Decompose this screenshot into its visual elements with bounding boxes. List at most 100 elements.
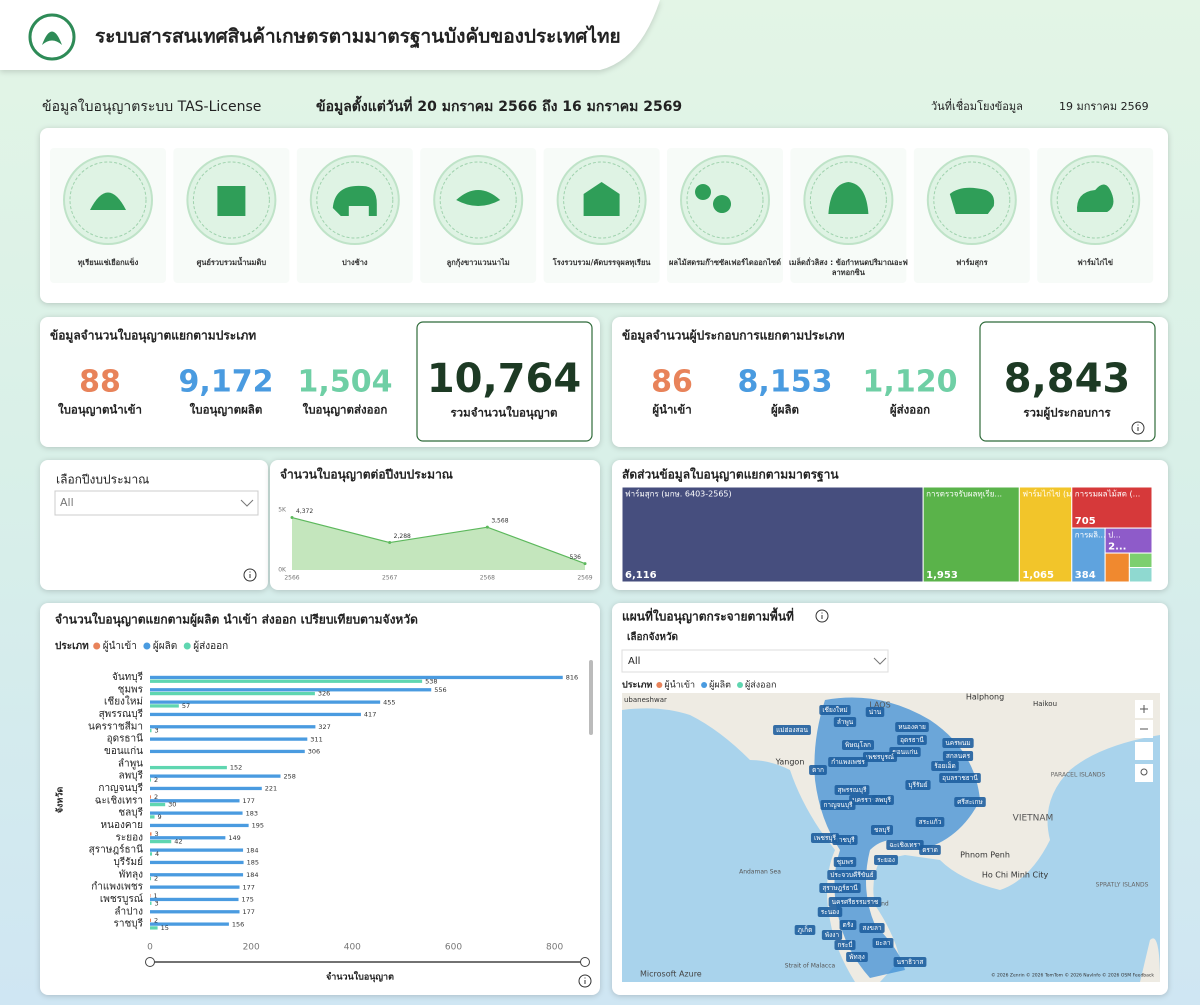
map[interactable]: ubaneshwar LAOS Halphong Haikou Yangon VIETNA… [622,693,1160,983]
y-tick-label: ชลบุรี [118,807,143,819]
value-label: 149 [228,834,240,842]
province-badge [865,707,885,717]
province-badge [819,705,851,715]
province-label: กำแพงเพชร [831,758,865,766]
value-label: 195 [252,822,264,830]
province-badge [872,795,894,805]
license-title: ข้อมูลจำนวนใบอนุญาตแยกตามประเภท [50,328,256,344]
bar [150,712,361,717]
zoom-in-icon [1140,705,1148,713]
chevron [873,657,887,665]
map-title: แผนที่ใบอนุญาตกระจายตามพื้นที่ [622,607,794,625]
kpi-label: ใบอนุญาตส่งออก [303,403,388,418]
province-label: ระยอง [877,856,895,864]
province-label: ตราด [922,846,938,854]
value-label: 9 [158,813,162,821]
license-total-box [416,321,593,442]
province-badge [809,765,827,775]
province-label: สุราษฎร์ธานี [822,884,858,892]
bar [150,700,381,704]
map-place: Ho Chi Minh City [982,871,1049,880]
value-label: 156 [232,920,244,928]
info-icon [243,568,257,582]
bar [150,737,308,741]
legend-title: ประเภท [622,680,652,691]
province-badge [846,952,868,962]
y-tick-label: กาญจนบุรี [98,782,143,794]
slider-handle[interactable] [145,957,155,967]
treemap-cell [1071,486,1153,529]
province-badge [820,800,856,810]
map-place: SPRATLY ISLANDS [1096,882,1149,889]
treemap-title: สัดส่วนข้อมูลใบอนุญาตแยกตามมาตรฐาน [622,467,839,483]
kpi-label: ใบอนุญาตนำเข้า [58,403,142,418]
province-badge [893,957,927,967]
logo-glyph [42,31,62,45]
value-label: 455 [383,698,395,706]
slider-handle[interactable] [580,957,590,967]
treemap-cell [1018,486,1073,583]
value-label: 3,568 [491,518,508,525]
value-label: 185 [247,859,259,867]
standard-icon-ring [192,161,270,239]
treemap-cell [1071,527,1106,583]
value-label: 15 [161,924,169,932]
legend-swatch [656,682,663,688]
chevron [240,499,254,507]
value-label: 306 [308,748,320,756]
tilt[interactable] [1135,742,1153,760]
locate-icon [1140,768,1148,776]
kpi-label: ใบอนุญาตผลิต [190,403,263,418]
y-tick-label: เชียงใหม่ [104,696,143,708]
province-label: ราชบุรี [835,836,855,844]
province-label: ตรัง [843,921,854,929]
legend-title: ประเภท [55,640,89,652]
operator-title: ข้อมูลจำนวนผู้ประกอบการแยกตามประเภท [622,329,845,344]
value-label: 4,372 [296,508,313,515]
province-label: กาญจนบุรี [824,801,854,809]
sync-label: วันที่เชื่อมโยงข้อมูล [931,98,1023,113]
province-label: สกลนคร [946,752,971,760]
y-tick-label: ระยอง [116,832,144,843]
legend-swatch [93,642,101,650]
bar [150,910,240,914]
bar [150,765,227,770]
province-badge [859,923,885,933]
kpi-value: 8,153 [738,365,833,400]
system-label: ข้อมูลใบอนุญาตระบบ TAS-License [42,98,261,115]
year-dropdown[interactable] [54,490,259,516]
y-tick-label: สุราษฎร์ธานี [89,844,143,856]
y-tick-label: กำแพงเพชร [91,882,143,893]
y-tick-label: พัทลุง [119,869,143,880]
province-label: เชียงใหม่ [822,706,847,714]
y-tick-label: ลพบุรี [119,770,144,782]
value-label: 417 [364,711,376,719]
bar [150,839,172,844]
province-badge [834,785,870,795]
province-badge [821,930,843,940]
standard-glyph [456,190,501,206]
bar [150,774,281,778]
province-badge [919,845,941,855]
province-dropdown[interactable] [621,649,889,673]
province-badge [817,907,843,917]
locate[interactable] [1135,764,1153,782]
kpi-value: 9,172 [179,365,274,400]
value-label: 2,288 [394,533,411,540]
line [291,516,586,565]
year-selected: All [60,496,74,509]
province-badge [862,752,898,762]
scrollbar[interactable] [589,660,593,735]
province-label: อุบลราชธานี [942,774,978,782]
map-place: Strait of Malacca [785,963,836,970]
x-tick-label: 2566 [284,575,299,582]
bar [150,679,423,683]
province-label: ประจวบคีรีขันธ์ [830,871,873,879]
standard-glyph [217,186,246,216]
province-badge [889,747,921,757]
x-tick-label: 2567 [382,575,397,582]
kpi-value: 1,120 [863,365,958,400]
y-tick-label: สุพรรณบุรี [99,708,144,720]
map-place: PARACEL ISLANDS [1051,772,1106,779]
info-icon [815,609,829,623]
